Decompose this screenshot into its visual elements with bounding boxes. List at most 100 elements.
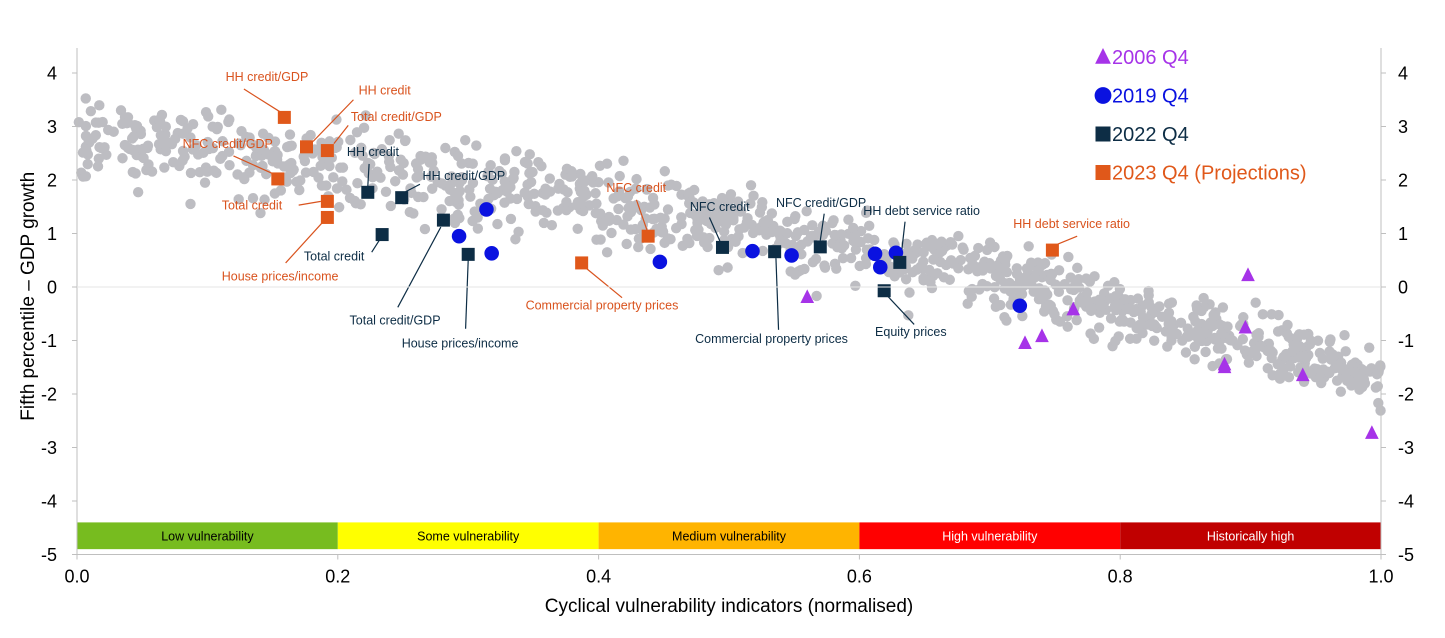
data-point: [80, 93, 91, 104]
data-point: [298, 151, 309, 162]
annotation-label: NFC credit/GDP: [183, 137, 273, 151]
data-point: [1251, 329, 1262, 341]
data-point: [208, 165, 219, 176]
data-point: [538, 217, 550, 229]
data-point: [722, 201, 734, 212]
data-point: [313, 172, 324, 183]
data-point: [1262, 345, 1273, 357]
data-point: [757, 245, 768, 257]
data-point: [807, 220, 818, 231]
data-point: [127, 166, 138, 178]
data-point: [1012, 298, 1028, 314]
data-point: [344, 192, 356, 204]
data-point: [594, 160, 606, 171]
data-point: [80, 171, 92, 182]
data-point: [575, 256, 589, 270]
data-point: [561, 196, 572, 208]
data-point: [735, 205, 747, 217]
annotation-label: Total credit: [304, 249, 365, 263]
data-point: [513, 226, 524, 238]
data-point: [828, 215, 839, 226]
data-point: [756, 201, 768, 213]
data-point: [300, 140, 314, 154]
data-point: [1011, 263, 1023, 274]
data-point: [331, 183, 343, 194]
data-point: [524, 168, 535, 179]
data-point: [597, 220, 609, 231]
data-point: [652, 254, 668, 270]
annotation-label: NFC credit: [606, 181, 666, 195]
data-point: [398, 157, 409, 169]
data-point: [872, 259, 888, 275]
data-point: [829, 229, 840, 241]
data-point: [618, 219, 629, 230]
data-point: [790, 211, 801, 222]
data-point: [537, 205, 549, 216]
data-point: [1059, 279, 1070, 290]
data-point: [1281, 328, 1293, 339]
data-point: [1365, 425, 1379, 439]
data-point: [127, 144, 138, 156]
data-point: [1093, 322, 1105, 333]
data-point: [286, 140, 297, 151]
annotation-label: Commercial property prices: [526, 298, 679, 312]
data-point: [496, 168, 507, 179]
data-point: [1149, 319, 1160, 330]
annotation-label: Total credit: [222, 198, 283, 212]
data-point: [284, 129, 296, 140]
data-point: [499, 153, 511, 164]
data-point: [117, 153, 128, 164]
data-point: [544, 173, 556, 184]
data-point: [640, 213, 651, 224]
leader-line: [233, 155, 273, 175]
data-point: [223, 116, 234, 128]
data-point: [505, 213, 517, 225]
data-point: [1042, 289, 1053, 300]
data-point: [973, 242, 984, 254]
data-point: [199, 177, 211, 188]
data-point: [294, 184, 305, 196]
data-point: [754, 225, 765, 236]
data-point: [1284, 361, 1296, 372]
data-point: [412, 163, 424, 175]
annotation-label: HH credit: [347, 145, 400, 159]
data-point: [713, 265, 724, 276]
data-point: [257, 128, 269, 139]
data-point: [177, 145, 189, 157]
y-tick-label: -5: [41, 545, 57, 565]
data-point: [505, 181, 516, 193]
data-point: [618, 155, 629, 166]
data-point: [918, 273, 929, 284]
data-point: [730, 236, 741, 248]
annotation-label: HH debt service ratio: [1013, 217, 1130, 231]
data-point: [270, 155, 281, 167]
data-point: [536, 160, 547, 172]
data-point: [320, 144, 334, 158]
data-point: [1053, 265, 1065, 276]
data-point: [1241, 267, 1255, 282]
leader-line: [1057, 235, 1078, 245]
leader-line: [333, 125, 349, 144]
data-point: [768, 245, 782, 259]
leader-line: [312, 99, 354, 142]
data-point: [1370, 382, 1382, 393]
data-point: [80, 120, 92, 132]
data-point: [1054, 316, 1066, 327]
y-tick-label: 0: [1398, 278, 1408, 298]
band: [859, 522, 1121, 550]
data-point: [850, 280, 861, 292]
data-point: [614, 170, 625, 182]
data-point: [203, 111, 214, 122]
data-point: [1081, 287, 1093, 298]
data-point: [813, 240, 827, 254]
data-point: [655, 212, 666, 224]
data-point: [1282, 319, 1293, 331]
data-point: [472, 223, 484, 234]
data-point: [99, 142, 110, 153]
data-point: [360, 110, 371, 121]
data-point: [426, 183, 438, 194]
data-point: [932, 268, 943, 279]
data-point: [1094, 87, 1112, 104]
data-point: [1257, 309, 1269, 320]
y-tick-label: -1: [41, 331, 57, 351]
